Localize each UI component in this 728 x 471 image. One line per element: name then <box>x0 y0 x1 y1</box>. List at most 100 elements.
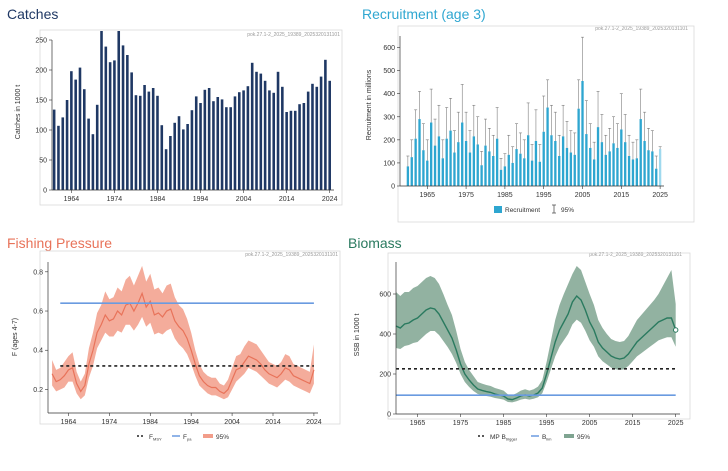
recruitment-bar <box>527 135 530 186</box>
fishing-ytick-label: 0.6 <box>33 309 43 316</box>
fishing-xtick-label: 1964 <box>61 419 77 426</box>
biomass-xtick-label: 1995 <box>539 420 555 427</box>
recruitment-xtick-label: 1995 <box>536 192 552 199</box>
recruitment-bar <box>499 169 503 186</box>
fishing-title: Fishing Pressure <box>7 235 113 251</box>
recruitment-xtick-label: 2005 <box>575 192 591 199</box>
catches-bar <box>74 79 77 190</box>
recruitment-bar <box>604 154 607 186</box>
recruitment-bar <box>620 129 623 186</box>
recruitment-bar <box>503 166 507 186</box>
recruitment-bar <box>406 166 410 186</box>
catches-source: pok.27.1-2_2025_19389_2025320131101 <box>247 32 340 38</box>
catches-bar <box>87 118 90 190</box>
recruitment-xtick-label: 2015 <box>614 192 630 199</box>
recruitment-bar <box>519 153 522 186</box>
catches-bar <box>156 95 159 190</box>
recruitment-bar <box>554 141 557 186</box>
recruitment-bar <box>523 158 526 186</box>
catches-bar <box>272 92 276 190</box>
catches-bar <box>138 95 142 190</box>
recruitment-bar <box>453 152 456 186</box>
recruitment-bar <box>480 165 483 186</box>
catches-bar <box>186 124 189 190</box>
fishing-xtick-label: 1974 <box>102 419 118 426</box>
recruitment-bar <box>655 168 658 186</box>
catches-bar <box>160 125 164 190</box>
recruitment-bar <box>410 157 413 186</box>
catches-bar <box>61 117 65 190</box>
catches-bar <box>220 99 224 190</box>
catches-bar <box>250 62 254 190</box>
catches-ytick-label: 50 <box>39 158 47 165</box>
catches-bar <box>216 97 220 190</box>
recruitment-ytick-label: 300 <box>383 114 395 121</box>
catches-bar <box>324 59 327 190</box>
recruitment-bar <box>577 108 580 186</box>
recruitment-bar <box>596 127 600 186</box>
legend-recruitment-label: Recruitment <box>505 207 540 214</box>
recruitment-ylabel: Recruitment in millions <box>366 69 373 140</box>
catches-bar <box>268 90 271 190</box>
biomass-xtick-label: 2025 <box>668 420 684 427</box>
recruitment-ytick-label: 600 <box>383 45 395 52</box>
catches-bar <box>203 89 207 190</box>
recruitment-bar <box>647 150 650 186</box>
catches-bar <box>91 134 95 190</box>
catches-xtick-label: 1984 <box>150 196 166 203</box>
recruitment-ytick-label: 100 <box>383 160 395 167</box>
catches-bar <box>276 71 280 190</box>
catches-bar <box>95 104 99 190</box>
catches-bar <box>169 136 172 190</box>
catches-bar <box>121 45 125 191</box>
catches-bar <box>207 88 211 190</box>
catches-xtick-label: 1994 <box>193 196 209 203</box>
recruitment-bar <box>507 154 510 186</box>
recruitment-bar <box>565 147 569 186</box>
recruitment-bar <box>600 142 604 186</box>
fishing-xtick-label: 2024 <box>306 419 322 426</box>
recruitment-bar <box>495 138 499 186</box>
recruitment-xtick-label: 1975 <box>458 192 474 199</box>
legend-fpa-label: Fpa <box>183 434 192 442</box>
catches-bar <box>151 88 155 190</box>
catches-ylabel: Catches in 1000 t <box>15 85 22 140</box>
recruitment-bar <box>558 156 561 186</box>
catches-ytick-label: 150 <box>35 98 47 105</box>
catches-bar <box>306 91 310 190</box>
catches-bar <box>311 83 314 190</box>
catches-bar <box>104 46 108 190</box>
catches-bar <box>108 62 112 191</box>
recruitment-bar <box>585 134 588 186</box>
recruitment-bar <box>445 138 448 186</box>
catches-bar <box>263 80 267 190</box>
catches-bar <box>134 95 138 190</box>
biomass-source: pok.27.1-2_2025_19389_2025320131101 <box>589 252 682 258</box>
catches-bar <box>113 60 116 191</box>
catches-bar <box>65 100 69 190</box>
catches-bar <box>229 107 232 190</box>
recruitment-bar <box>592 159 596 186</box>
recruitment-bar <box>581 81 584 186</box>
recruitment-bar <box>426 160 429 186</box>
recruitment-bar <box>612 143 615 186</box>
legend-fmsy-label: FMSY <box>149 434 162 442</box>
recruitment-bar <box>441 158 444 186</box>
legend-blim-label: Blim <box>542 434 552 442</box>
recruitment-bar <box>627 156 631 186</box>
catches-bar <box>194 96 198 190</box>
recruitment-title: Recruitment (age 3) <box>362 6 486 22</box>
catches-bar <box>82 89 86 190</box>
biomass-ssb-line <box>395 294 677 401</box>
catches-xtick-label: 2014 <box>279 196 295 203</box>
legend-recruitment-swatch <box>494 206 502 213</box>
biomass-ci-band <box>396 266 676 403</box>
recruitment-ytick-label: 500 <box>383 68 395 75</box>
recruitment-bar <box>437 136 441 186</box>
fishing-ytick-label: 0.8 <box>33 269 43 276</box>
recruitment-bar <box>515 149 518 186</box>
fishing-f-line <box>51 291 315 395</box>
catches-bar <box>302 103 306 190</box>
catches-bar <box>52 109 56 190</box>
